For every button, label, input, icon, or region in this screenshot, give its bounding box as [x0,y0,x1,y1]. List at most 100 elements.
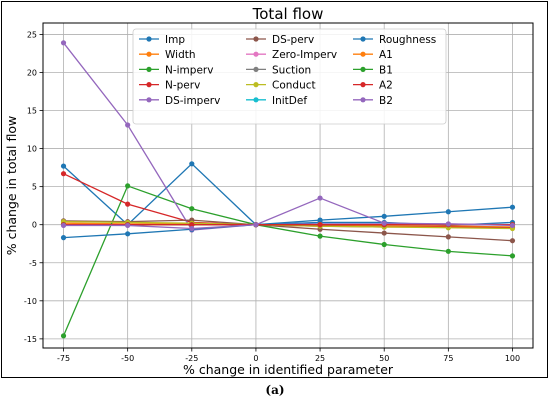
legend-label: N-imperv [165,64,213,76]
data-point [317,222,323,228]
y-tick-label: 0 [32,221,37,230]
x-tick-label: -25 [185,354,198,363]
data-point [60,163,67,169]
legend-label: B2 [379,95,393,107]
legend-marker [253,97,259,103]
legend-item: B2 [353,95,393,107]
series-roughness [60,204,516,241]
legend-label: B1 [379,64,393,76]
data-point [189,206,195,212]
legend-marker [360,82,366,88]
legend-item: Suction [246,64,311,76]
y-tick-label: 25 [27,30,37,39]
legend-label: Suction [272,64,311,76]
legend-item: Width [139,49,196,61]
data-point [125,122,131,128]
legend-marker [360,36,366,42]
plot-area-border [42,22,534,349]
data-point [253,222,259,228]
data-point [509,238,516,244]
data-point [445,234,451,240]
legend-label: Roughness [379,34,436,46]
legend-marker [360,51,366,57]
y-tick-label: -10 [24,297,37,306]
legend-item: Imp [139,34,185,46]
data-point [189,222,195,228]
series-line [63,219,513,242]
data-point [381,213,387,219]
x-tick-label: 0 [253,354,258,363]
data-point [125,183,131,189]
y-tick-label: 15 [27,107,37,116]
data-point [60,171,67,177]
data-point [60,235,67,241]
x-tick-label: 25 [315,354,325,363]
data-point [125,201,131,207]
series-imp [60,161,516,229]
legend-item: DS-perv [246,34,314,46]
y-tick-label: -15 [24,335,37,344]
series-b2 [60,195,516,232]
legend-item: A2 [353,80,393,92]
legend-label: A1 [379,49,393,61]
legend-item: DS-imperv [139,95,220,107]
legend-marker [253,51,259,57]
legend-marker [253,36,259,42]
y-tick-label: 20 [27,68,37,77]
data-point [189,225,195,232]
y-tick-label: 10 [27,145,37,154]
legend-marker [253,82,259,88]
data-point [445,248,451,254]
legend-label: N-perv [165,80,200,92]
data-point [125,222,131,229]
legend-marker [146,82,152,88]
legend-item: B1 [353,64,393,76]
legend-item: InitDef [246,95,307,107]
data-point [381,230,387,236]
data-point [509,222,516,229]
legend-label: Imp [165,34,185,46]
legend-label: DS-perv [272,34,314,46]
legend-marker [360,97,366,103]
legend: Imp Width N-imperv N-perv DS-imperv DS-perv Ze… [132,28,447,125]
data-point [509,204,516,210]
x-tick-label: 50 [379,354,389,363]
legend-item: N-imperv [139,64,213,76]
y-tick-label: 5 [32,183,37,192]
legend-marker [146,66,152,72]
x-tick-label: -50 [121,354,134,363]
y-axis-label: % change in total flow [4,116,19,256]
legend-marker [146,36,152,42]
legend-item: A1 [353,49,393,61]
data-point [381,220,387,226]
legend-label: Width [165,49,196,61]
y-tick-label: -5 [29,259,37,268]
legend-item: N-perv [139,80,200,92]
x-tick-label: -75 [57,354,70,363]
data-point [317,195,323,201]
legend-item: Zero-Imperv [246,49,337,61]
figure-caption: (a) [265,383,285,397]
legend-label: Conduct [272,80,316,92]
figure-frame: -75 -50 -25 0 25 50 75 100 -15 -10 -5 0 5 10 15 20 25 To… [1,1,548,378]
series-line [63,206,513,239]
x-tick-label: 75 [443,354,453,363]
data-point [509,253,516,259]
data-point [445,209,451,215]
series-line [63,197,513,230]
series-n-imperv [60,183,516,339]
x-axis-label: % change in identified parameter [183,362,394,377]
chart-title: Total flow [252,5,324,23]
legend-item: Conduct [246,80,316,92]
data-point [317,233,323,239]
legend-item: Roughness [353,34,436,46]
legend-marker [146,97,152,103]
series-line [63,162,513,227]
legend-marker [146,51,152,57]
series-lines [60,40,516,339]
legend-label: DS-imperv [165,95,220,107]
series-line [63,221,513,230]
legend-label: A2 [379,80,393,92]
